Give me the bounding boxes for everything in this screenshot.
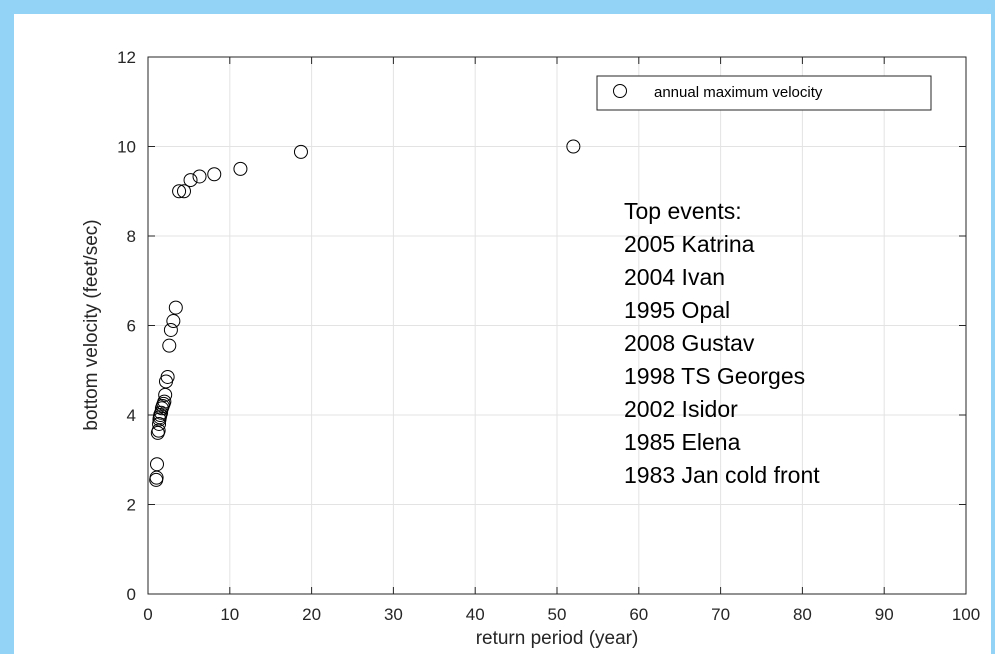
data-point xyxy=(158,374,173,389)
x-tick-label: 40 xyxy=(466,605,485,624)
data-point xyxy=(149,472,164,487)
data-point xyxy=(166,314,181,329)
data-point xyxy=(293,144,308,159)
y-tick-label: 8 xyxy=(127,227,136,246)
data-point xyxy=(150,425,165,440)
data-point xyxy=(149,457,164,472)
data-point xyxy=(172,184,187,199)
annotation: Top events: 2005 Katrina 2004 Ivan 1995 … xyxy=(624,198,820,488)
data-point xyxy=(152,416,167,431)
x-tick-label: 90 xyxy=(875,605,894,624)
legend-box xyxy=(596,75,932,111)
data-point xyxy=(162,338,177,353)
y-tick-label: 12 xyxy=(117,48,136,67)
x-tick-label: 100 xyxy=(952,605,980,624)
annotation-line: 1995 Opal xyxy=(624,297,730,323)
data-point xyxy=(176,184,191,199)
x-tick-label: 20 xyxy=(302,605,321,624)
data-points xyxy=(149,139,581,487)
annotation-line: 2002 Isidor xyxy=(624,396,738,422)
legend-marker xyxy=(613,84,627,98)
y-tick-label: 10 xyxy=(117,138,136,157)
annotation-line: 1985 Elena xyxy=(624,429,741,455)
legend: annual maximum velocity xyxy=(596,75,932,111)
y-tick-label: 6 xyxy=(127,317,136,336)
legend-label: annual maximum velocity xyxy=(654,84,823,101)
y-tick-label: 4 xyxy=(127,406,136,425)
x-tick-label: 80 xyxy=(793,605,812,624)
y-tick-label: 2 xyxy=(127,496,136,515)
chart: 0 10 20 30 40 50 60 70 80 90 100 0 2 4 6 8 10 12 return p… xyxy=(81,48,980,649)
data-point xyxy=(192,169,207,184)
data-point xyxy=(163,322,178,337)
annotation-line: 2005 Katrina xyxy=(624,231,755,257)
annotation-line: 2004 Ivan xyxy=(624,264,725,290)
data-point xyxy=(566,139,581,154)
x-tick-label: 10 xyxy=(220,605,239,624)
figure: 0 10 20 30 40 50 60 70 80 90 100 0 2 4 6 8 10 12 return p… xyxy=(14,14,991,654)
annotation-line: 1998 TS Georges xyxy=(624,363,805,389)
data-point xyxy=(168,300,183,315)
data-point xyxy=(154,401,169,416)
annotation-line: Top events: xyxy=(624,198,742,224)
data-point xyxy=(152,412,167,427)
x-tick-label: 70 xyxy=(711,605,730,624)
grid xyxy=(147,56,967,595)
y-tick-label: 0 xyxy=(127,585,136,604)
axis-ticks: 0 10 20 30 40 50 60 70 80 90 100 0 2 4 6 8 10 12 xyxy=(117,48,980,624)
x-tick-label: 50 xyxy=(548,605,567,624)
x-tick-label: 0 xyxy=(143,605,152,624)
data-point xyxy=(158,387,173,402)
data-point xyxy=(233,161,248,176)
x-axis-title: return period (year) xyxy=(476,628,639,649)
y-axis-title: bottom velocity (feet/sec) xyxy=(81,219,102,430)
x-tick-label: 30 xyxy=(384,605,403,624)
x-tick-label: 60 xyxy=(629,605,648,624)
annotation-line: 2008 Gustav xyxy=(624,330,755,356)
data-point xyxy=(183,173,198,188)
annotation-line: 1983 Jan cold front xyxy=(624,462,820,488)
data-point xyxy=(207,167,222,182)
